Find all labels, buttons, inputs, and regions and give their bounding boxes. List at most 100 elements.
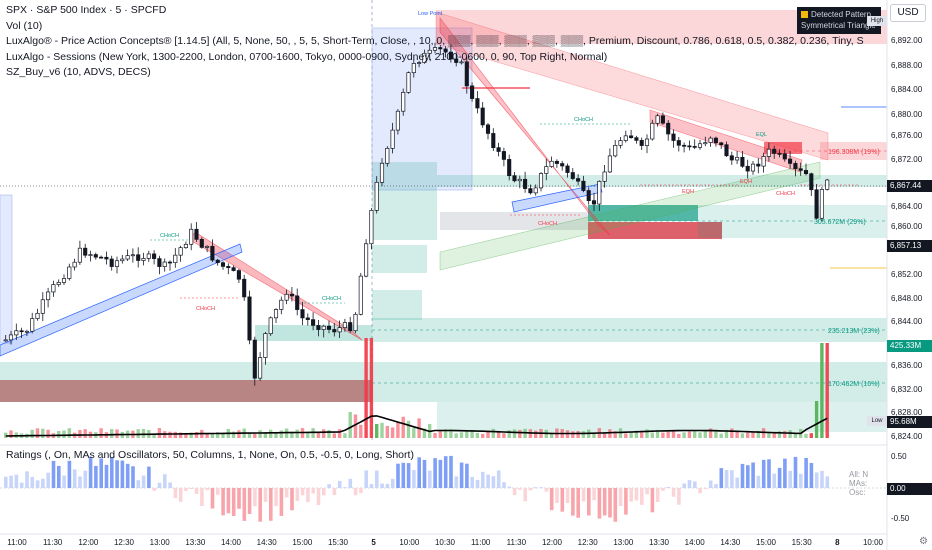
ratings-bar: [359, 488, 363, 494]
ratings-legend[interactable]: Ratings (, On, MAs and Oscillators, 50, …: [6, 449, 414, 461]
ratings-bar: [152, 488, 156, 491]
volume-bar: [507, 430, 511, 438]
time-label: 12:00: [78, 538, 99, 547]
price-scale[interactable]: 6,892.00 6,888.00 6,884.00 6,880.00 6,87…: [887, 0, 932, 550]
time-label: 15:00: [292, 538, 313, 547]
ratings-bar: [25, 471, 29, 488]
candle-body: [793, 163, 798, 170]
legend-sessions[interactable]: LuxAlgo - Sessions (New York, 1300-2200,…: [6, 50, 608, 63]
ratings-bar: [300, 488, 305, 496]
time-axis[interactable]: 11:00 11:30 12:00 12:30 13:00 13:30 14:00 14:30…: [0, 534, 887, 550]
legend-vol[interactable]: Vol (10): [6, 19, 43, 32]
candle-body: [268, 317, 273, 334]
volume-bar: [359, 424, 363, 438]
candle-body: [273, 309, 279, 319]
candle-body: [507, 159, 512, 177]
ratings-bar: [565, 488, 570, 504]
volume-bar: [353, 414, 358, 438]
ratings-bar: [253, 488, 257, 507]
ratings-bar: [14, 474, 19, 488]
time-label: 14:30: [720, 538, 741, 547]
ratings-bar: [783, 458, 787, 488]
candle-body: [644, 138, 650, 146]
volume-bar: [740, 433, 745, 438]
candle-body: [814, 189, 819, 219]
volume-bar: [512, 429, 517, 438]
ratings-bar: [571, 488, 575, 516]
candle-body: [364, 243, 369, 277]
high-tag: High: [867, 16, 887, 26]
candle-body: [385, 148, 390, 164]
ratings-bar: [655, 488, 660, 502]
structure-markers: CHoCH CHoCH CHoCH CHoCH CHoCH CHoCH Low Point E…: [160, 11, 880, 388]
ratings-bar: [51, 460, 56, 488]
legend-symbol-title[interactable]: SPX · S&P 500 Index · 5 · SPCFD: [6, 4, 167, 16]
ratings-bar: [62, 475, 66, 488]
volume-bar: [761, 428, 766, 438]
ratings-bar: [496, 470, 501, 488]
zone-volume-label: 235.213M (23%): [828, 328, 880, 335]
zone-volume-label: 196.308M (19%): [828, 149, 880, 156]
volume-bar: [443, 429, 448, 438]
gear-icon[interactable]: ⚙: [919, 536, 928, 547]
ratings-bar: [772, 473, 777, 488]
candle-body: [825, 179, 830, 190]
candle-body: [682, 144, 687, 147]
legend-szbuy[interactable]: SZ_Buy_v6 (10, ADVS, DECS): [6, 66, 151, 78]
volume-bar: [396, 421, 400, 438]
candle-body: [719, 142, 724, 146]
ratings-bar: [799, 473, 803, 488]
ratings-bar: [125, 463, 130, 488]
candle-body: [761, 156, 766, 167]
ratings-bar: [46, 472, 50, 488]
chart-legend[interactable]: SPX · S&P 500 Index · 5 · SPCFD Vol (10)…: [6, 3, 864, 81]
candle-body: [295, 295, 300, 310]
ratings-bar: [295, 488, 300, 501]
volume-bar: [459, 432, 464, 438]
currency-button[interactable]: USD: [890, 4, 926, 22]
candle-body: [629, 135, 634, 139]
ratings-bar: [719, 468, 724, 488]
ratings-bar: [539, 487, 543, 489]
volume-bar: [756, 430, 760, 438]
ratings-bar: [147, 466, 151, 488]
legend-pac[interactable]: LuxAlgo® - Price Action Concepts® [1.14.…: [6, 35, 864, 47]
candle-body: [782, 153, 787, 160]
ratings-bar: [746, 465, 750, 488]
ratings-bar: [131, 466, 135, 488]
ratings-bar: [380, 483, 384, 488]
candle-body: [448, 51, 453, 60]
candle-body: [523, 178, 528, 189]
candle-body: [745, 165, 750, 172]
volume-bar: [576, 431, 580, 438]
ratings-bar: [242, 488, 247, 521]
volume-bar: [168, 431, 172, 438]
candle-body: [8, 334, 14, 341]
volume-bar: [687, 431, 692, 438]
time-label: 8: [835, 538, 840, 547]
candle-body: [231, 267, 236, 271]
ratings-bar: [263, 488, 268, 502]
candle-body: [528, 188, 533, 194]
ratings-osc-label: Osc:: [849, 488, 866, 497]
volume-bar: [253, 433, 257, 438]
candle-body: [692, 146, 697, 148]
candle-body: [199, 239, 204, 248]
volume-bar: [290, 431, 294, 438]
volume-bar: [438, 430, 442, 438]
candle-body: [326, 325, 332, 330]
price-tick: 6,864.00: [891, 202, 923, 211]
volume-bar: [412, 427, 416, 438]
ratings-bar: [94, 465, 98, 488]
candle-body: [544, 166, 549, 174]
candle-body: [167, 261, 173, 264]
ratings-bar: [231, 488, 236, 516]
structure-label: EQH: [682, 189, 694, 195]
trend-channel-red-3: [439, 17, 611, 236]
candle-body: [226, 266, 231, 269]
pattern-title: Detected Pattern: [811, 10, 872, 19]
volume-bar: [173, 431, 177, 438]
time-label: 13:30: [648, 538, 670, 547]
